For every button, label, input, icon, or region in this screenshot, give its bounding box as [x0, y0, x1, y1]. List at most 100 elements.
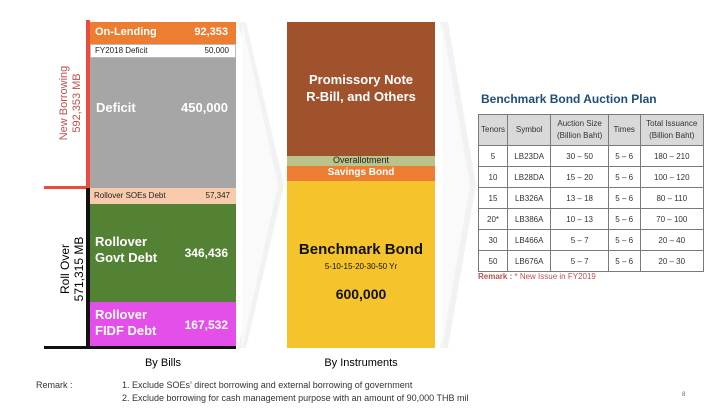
table-cell: 5 – 6: [607, 229, 641, 251]
table-cell: LB326A: [507, 187, 552, 209]
benchmark-title: Benchmark Bond: [298, 241, 424, 258]
table-cell: LB676A: [507, 250, 552, 272]
by-instruments-caption: By Instruments: [324, 357, 398, 369]
table-cell: 5: [477, 145, 509, 167]
promissory-line1: Promissory Note: [308, 72, 414, 87]
rollover-soes-segment: Rollover SOEs Debt 57,347: [90, 188, 236, 204]
auction-header-text: Symbol: [515, 125, 543, 134]
auction-plan-table: Tenors Symbol Auction Size (Billion Baht) Ti…: [477, 114, 704, 272]
rollover-fidf-line2: FIDF Debt: [95, 323, 157, 339]
table-cell: 80 – 110: [639, 187, 704, 209]
promissory-line2: R-Bill, and Others: [306, 88, 416, 104]
auction-header-cell: Auction Size (Billion Baht): [550, 114, 609, 146]
auction-header-cell: Total Issuance (Billion Baht): [639, 114, 704, 146]
table-cell: 100 – 120: [639, 166, 704, 188]
auction-header-cell: Symbol: [507, 114, 552, 146]
auction-header-cell: Tenors: [477, 114, 509, 146]
fy2018-deficit-label: FY2018 Deficit: [95, 46, 148, 55]
table-cell: 13 – 18: [550, 187, 609, 209]
new-borrowing-divider: [44, 186, 90, 189]
table-cell: 20 – 30: [639, 250, 704, 272]
chevron-arrow-2: [440, 22, 476, 348]
table-cell: 70 – 100: [639, 208, 704, 230]
table-row: 10 LB28DA 15 – 20 5 – 6 100 – 120: [477, 166, 704, 188]
rollover-fidf-line1: Rollover: [95, 307, 148, 322]
table-cell: 10: [477, 166, 509, 188]
on-lending-label: On-Lending: [95, 26, 157, 38]
rollover-fidf-label: Rollover FIDF Debt: [95, 307, 156, 340]
deficit-segment: Deficit 450,000: [90, 58, 236, 188]
rollover-value: 571,315 MB: [71, 236, 86, 302]
deficit-value: 450,000: [181, 100, 228, 115]
benchmark-segment: Benchmark Bond 5-10-15-20-30-50 Yr 600,0…: [287, 181, 435, 348]
rollover-bar: [86, 188, 90, 348]
overallotment-label: Overallotment: [332, 156, 390, 165]
promissory-segment: Promissory Note R-Bill, and Others: [287, 22, 435, 156]
table-row: 5 LB23DA 30 – 50 5 – 6 180 – 210: [477, 145, 704, 167]
rollover-govt-segment: Rollover Govt Debt 346,436: [90, 204, 236, 302]
auction-header-cell: Times: [607, 114, 641, 146]
by-bills-caption: By Bills: [144, 357, 182, 369]
table-cell: 20*: [477, 208, 509, 230]
savings-bond-label: Savings Bond: [327, 167, 395, 178]
table-cell: LB28DA: [507, 166, 552, 188]
table-cell: LB23DA: [507, 145, 552, 167]
savings-bond-segment: Savings Bond: [287, 166, 435, 181]
auction-header-text: Tenors: [481, 125, 506, 134]
auction-remark-label: Remark :: [478, 272, 513, 281]
chevron-arrow-1: [238, 22, 284, 348]
footnote-label: Remark :: [36, 380, 73, 390]
table-cell: LB386A: [507, 208, 552, 230]
new-borrowing-text: New Borrowing: [58, 65, 70, 141]
rollover-govt-line2: Govt Debt: [95, 250, 158, 266]
table-cell: LB466A: [507, 229, 552, 251]
table-cell: 50: [477, 250, 509, 272]
rollover-govt-label: Rollover Govt Debt: [95, 234, 157, 267]
footnote-item-1: 1. Exclude SOEs’ direct borrowing and ex…: [122, 380, 413, 390]
overallotment-segment: Overallotment: [287, 156, 435, 166]
deficit-label: Deficit: [96, 100, 136, 115]
on-lending-segment: On-Lending 92,353: [90, 22, 236, 44]
table-cell: 5 – 6: [607, 166, 641, 188]
new-borrowing-bar: [86, 20, 90, 188]
auction-header-text: Total Issuance: [646, 119, 698, 128]
rollover-fidf-value: 167,532: [184, 318, 228, 332]
auction-remark: Remark : * New Issue in FY2019: [478, 272, 596, 281]
table-cell: 5 – 7: [550, 229, 609, 251]
table-cell: 5 – 6: [607, 208, 641, 230]
table-cell: 5 – 6: [607, 145, 641, 167]
rollover-fidf-segment: Rollover FIDF Debt 167,532: [90, 302, 236, 346]
benchmark-tenors: 5-10-15-20-30-50 Yr: [324, 262, 398, 271]
benchmark-value: 600,000: [335, 286, 387, 302]
rollover-soes-value: 57,347: [205, 191, 230, 200]
auction-header-text: (Billion Baht): [556, 131, 603, 140]
table-row: 15 LB326A 13 – 18 5 – 6 80 – 110: [477, 187, 704, 209]
new-borrowing-value: 592,353 MB: [70, 73, 83, 133]
promissory-label: Promissory Note R-Bill, and Others: [287, 72, 435, 106]
rollover-govt-value: 346,436: [184, 246, 228, 260]
auction-header-row: Tenors Symbol Auction Size (Billion Baht) Ti…: [477, 114, 704, 146]
table-cell: 10 – 13: [550, 208, 609, 230]
table-row: 20* LB386A 10 – 13 5 – 6 70 – 100: [477, 208, 704, 230]
footnote-item-2: 2. Exclude borrowing for cash management…: [122, 393, 469, 403]
auction-header-text: Times: [613, 125, 635, 134]
auction-header-text: Auction Size: [557, 119, 602, 128]
rollover-govt-line1: Rollover: [95, 234, 148, 249]
table-cell: 30 – 50: [550, 145, 609, 167]
rollover-soes-label: Rollover SOEs Debt: [94, 191, 166, 200]
page-number: 8: [682, 392, 686, 398]
table-cell: 30: [477, 229, 509, 251]
auction-remark-text: * New Issue in FY2019: [514, 272, 596, 281]
rollover-text: Roll Over: [58, 244, 72, 295]
table-cell: 5 – 6: [607, 187, 641, 209]
table-cell: 180 – 210: [639, 145, 704, 167]
fy2018-deficit-segment: FY2018 Deficit 50,000: [90, 44, 236, 58]
base-line: [44, 346, 236, 349]
table-cell: 15 – 20: [550, 166, 609, 188]
auction-header-text: (Billion Baht): [649, 131, 695, 140]
fy2018-deficit-value: 50,000: [204, 46, 229, 55]
table-cell: 20 – 40: [639, 229, 704, 251]
table-cell: 5 – 6: [607, 250, 641, 272]
